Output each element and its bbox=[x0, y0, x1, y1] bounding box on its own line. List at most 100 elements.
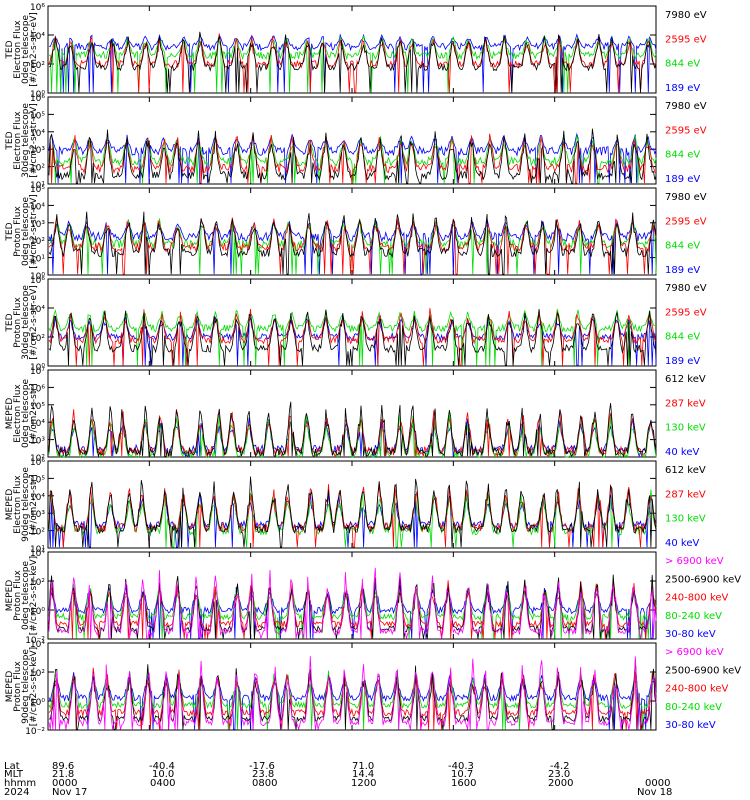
y-axis-label-line: Electron Flux bbox=[13, 20, 23, 79]
y-tick-label: 10⁴ bbox=[30, 202, 45, 212]
y-tick-label: 10³ bbox=[30, 146, 45, 156]
panel-frame bbox=[47, 187, 657, 276]
y-axis-label-line: 30deg telescope bbox=[21, 103, 31, 178]
footer-hhmm-3: 1200 bbox=[351, 778, 376, 789]
y-axis-label-line: Proton Flux bbox=[13, 297, 23, 348]
y-tick-label: 10⁴ bbox=[30, 549, 45, 559]
legend-entry: 30-80 keV bbox=[665, 629, 716, 640]
y-tick-label: 10⁶ bbox=[30, 458, 45, 468]
series-trace-black bbox=[48, 31, 657, 93]
y-axis-label-line: MEPED bbox=[5, 580, 15, 612]
series-trace-blue bbox=[48, 33, 657, 93]
y-axis-label-line: TED bbox=[5, 40, 15, 59]
legend-entry: 2500-6900 keV bbox=[665, 574, 741, 585]
y-tick-label: 10⁻² bbox=[25, 636, 45, 646]
y-axis-label-line: TED bbox=[5, 131, 15, 150]
y-tick-label: 10² bbox=[30, 528, 45, 538]
legend-entry: 40 keV bbox=[665, 538, 699, 549]
y-tick-label: 10² bbox=[30, 237, 45, 247]
y-tick-label: 10⁶ bbox=[30, 276, 45, 286]
footer-mlt-4: 10.7 bbox=[451, 769, 473, 780]
y-tick-label: 10⁴ bbox=[30, 419, 45, 429]
legend-entry: 2595 eV bbox=[665, 216, 707, 227]
footer-lat-0: 89.6 bbox=[52, 761, 74, 772]
legend-entry: 80-240 keV bbox=[665, 702, 722, 713]
legend-entry: 189 eV bbox=[665, 356, 700, 367]
y-tick-label: 10² bbox=[30, 61, 45, 71]
y-tick-label: 10⁴ bbox=[30, 32, 45, 42]
legend-entry: 2595 eV bbox=[665, 307, 707, 318]
y-axis-label-line: 0deg telescope bbox=[21, 561, 31, 631]
y-axis-label-line: 0deg telescope bbox=[21, 15, 31, 85]
series-trace-black bbox=[48, 128, 657, 184]
legend-entry: 844 eV bbox=[665, 241, 700, 252]
legend-entry: 189 eV bbox=[665, 265, 700, 276]
footer-hhmm-2: 0800 bbox=[252, 778, 277, 789]
footer-lat-2: -17.6 bbox=[249, 761, 275, 772]
footer-mlt-0: 21.8 bbox=[52, 769, 74, 780]
y-axis-label: TEDElectron Flux30deg telescope[#/cm2-s-… bbox=[5, 103, 39, 178]
y-tick-label: 10¹ bbox=[30, 545, 45, 555]
panel-frame bbox=[47, 460, 657, 549]
y-axis-label-line: Electron Flux bbox=[13, 111, 23, 170]
footer-date-6: Nov 18 bbox=[637, 787, 672, 798]
legend-entry: 844 eV bbox=[665, 332, 700, 343]
y-tick-label: 10⁴ bbox=[30, 640, 45, 650]
series-trace-magenta bbox=[48, 567, 657, 640]
legend-entry: 7980 eV bbox=[665, 283, 707, 294]
y-tick-label: 10² bbox=[30, 334, 45, 344]
y-tick-label: 10³ bbox=[30, 220, 45, 230]
y-tick-label: 10⁴ bbox=[30, 305, 45, 315]
footer-label-hhmm: hhmm bbox=[4, 778, 36, 789]
legend-entry: 287 keV bbox=[665, 398, 706, 409]
y-axis-label-line: [#/cm2-s-str-eV] bbox=[29, 103, 39, 178]
legend-entry: > 6900 keV bbox=[665, 556, 724, 567]
series-trace-blue bbox=[48, 583, 657, 639]
y-axis-label-line: MEPED bbox=[5, 671, 15, 703]
y-axis-label: MEPEDProton Flux90deg telescope[#/cm2-s-… bbox=[5, 647, 39, 726]
legend-entry: 80-240 keV bbox=[665, 611, 722, 622]
y-axis-label-line: [#/cm2-s-str] bbox=[29, 474, 39, 534]
footer-mlt-2: 23.8 bbox=[252, 769, 274, 780]
y-axis-label-line: TED bbox=[5, 313, 15, 332]
panel-frame bbox=[47, 551, 657, 640]
series-trace-green bbox=[48, 309, 657, 366]
y-tick-label: 10⁰ bbox=[30, 363, 45, 373]
legend-entry: 240-800 keV bbox=[665, 593, 729, 604]
y-axis-label-line: 0deg telescope bbox=[21, 197, 31, 267]
y-tick-label: 10² bbox=[30, 669, 45, 679]
y-tick-label: 10⁴ bbox=[30, 129, 45, 139]
series-trace-black bbox=[48, 476, 657, 548]
panel-5: 10² 10³ 10⁴ 10⁵ 10⁶ 10⁷ MEPEDElectron Flux0deg… bbox=[5, 367, 706, 464]
footer-lat-5: -4.2 bbox=[550, 761, 570, 772]
y-tick-label: 10² bbox=[30, 454, 45, 464]
panel-frame bbox=[47, 278, 657, 367]
y-tick-label: 10¹ bbox=[30, 255, 45, 265]
y-axis-label: MEPEDElectron Flux0deg telescope[#/cm2-s… bbox=[5, 379, 39, 449]
footer-lat-3: 71.0 bbox=[352, 761, 374, 772]
y-axis-label-line: [#/cm2-s-str-eV] bbox=[29, 285, 39, 360]
legend-entry: 189 eV bbox=[665, 83, 700, 94]
footer-hhmm-4: 1600 bbox=[451, 778, 476, 789]
y-axis-label: MEPEDProton Flux0deg telescope[#/cm2-s-s… bbox=[5, 556, 39, 635]
y-tick-label: 10⁵ bbox=[30, 111, 45, 121]
legend-entry: 130 keV bbox=[665, 423, 706, 434]
footer-mlt-1: 10.0 bbox=[152, 769, 174, 780]
y-axis-label-line: TED bbox=[5, 222, 15, 241]
legend-entry: 40 keV bbox=[665, 447, 699, 458]
y-axis-label-line: [#/cm2-s-str-keV] bbox=[29, 556, 39, 635]
footer-mlt-5: 23.0 bbox=[548, 769, 570, 780]
y-tick-label: 10⁴ bbox=[30, 493, 45, 503]
footer-hhmm-6: 0000 bbox=[645, 778, 670, 789]
y-tick-label: 10⁵ bbox=[30, 475, 45, 485]
y-tick-label: 10⁰ bbox=[30, 607, 45, 617]
y-axis-label: TEDProton Flux30deg telescope[#/cm2-s-st… bbox=[5, 285, 39, 360]
panel-frame bbox=[47, 369, 657, 458]
